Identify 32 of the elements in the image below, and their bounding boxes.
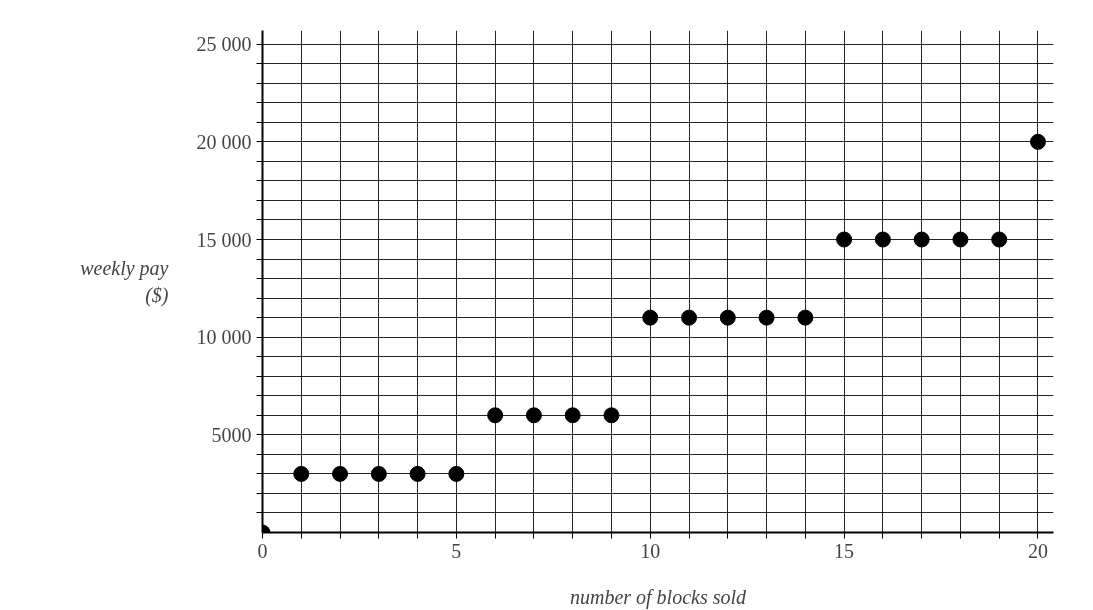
point	[836, 231, 853, 248]
x-tick-label: 20	[1027, 539, 1048, 562]
point	[409, 465, 426, 482]
y-tick-label: 10 000	[196, 326, 252, 349]
point	[991, 231, 1008, 248]
point	[487, 407, 504, 424]
point	[332, 465, 349, 482]
point	[1029, 133, 1046, 150]
point	[913, 231, 930, 248]
y-tick-label: 20 000	[196, 130, 252, 153]
y-tick-label: 15 000	[196, 228, 252, 251]
x-tick-label: 5	[451, 539, 462, 562]
point	[874, 231, 891, 248]
point	[952, 231, 969, 248]
point	[797, 309, 814, 326]
y-axis-title: weekly pay ($)	[80, 257, 169, 307]
point	[370, 465, 387, 482]
point	[525, 407, 542, 424]
point	[603, 407, 620, 424]
point	[758, 309, 775, 326]
point	[642, 309, 659, 326]
point	[719, 309, 736, 326]
y-tick-label: 5000	[211, 423, 252, 446]
point	[293, 465, 310, 482]
x-tick-label: 15	[834, 539, 855, 562]
x-axis-title: number of blocks sold	[569, 585, 748, 609]
point	[681, 309, 698, 326]
x-tick-label: 10	[640, 539, 661, 562]
x-tick-label: 0	[257, 539, 268, 562]
point	[448, 465, 465, 482]
y-tick-label: 25 000	[196, 33, 252, 56]
point	[564, 407, 581, 424]
